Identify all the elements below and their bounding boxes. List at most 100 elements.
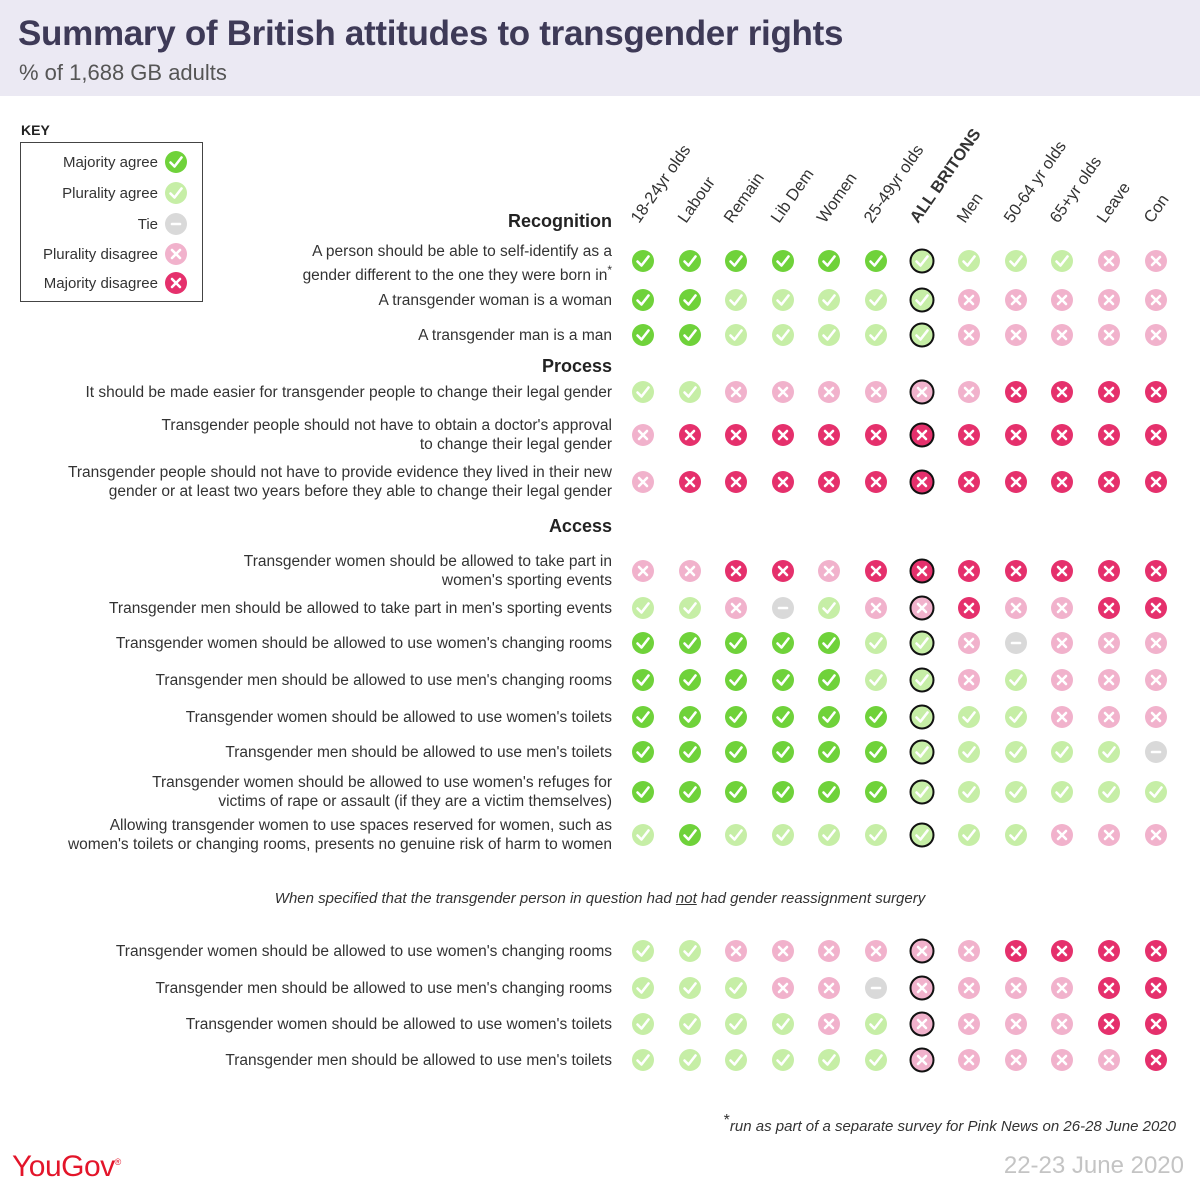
row-label: Transgender women should be allowed to u… [116, 634, 612, 653]
majority-agree-icon [679, 324, 701, 346]
plurality-agree-icon [725, 824, 747, 846]
column-header: Con [1141, 191, 1173, 226]
row-label: A transgender man is a man [418, 326, 612, 345]
logo-registered-mark: ® [114, 1157, 122, 1167]
footnote-mark: * [723, 1112, 730, 1129]
plurality-disagree-icon [1098, 1049, 1120, 1071]
header-banner: Summary of British attitudes to transgen… [0, 0, 1200, 96]
row-label-line: Transgender women should be allowed to u… [152, 774, 612, 791]
majority-agree-icon [165, 151, 187, 173]
legend-label: Plurality agree [62, 184, 158, 202]
majority-disagree-icon [1145, 424, 1167, 446]
row-label-line: A person should be able to self-identify… [312, 243, 612, 260]
plurality-disagree-icon [1005, 289, 1027, 311]
plurality-agree-icon [679, 1013, 701, 1035]
plurality-disagree-icon [958, 324, 980, 346]
legend-item-tie: Tie [138, 212, 188, 236]
row-label: Transgender women should be allowed to u… [152, 773, 612, 811]
majority-agree-icon [679, 289, 701, 311]
plurality-disagree-icon [1098, 632, 1120, 654]
majority-disagree-icon [909, 558, 935, 584]
plurality-disagree-icon [958, 1013, 980, 1035]
plurality-disagree-icon [865, 597, 887, 619]
plurality-agree-icon [909, 704, 935, 730]
section-recognition: Recognition [508, 211, 612, 231]
no-surgery-note: When specified that the transgender pers… [0, 890, 1200, 907]
majority-agree-icon [725, 706, 747, 728]
plurality-agree-icon [632, 824, 654, 846]
plurality-agree-icon [1051, 250, 1073, 272]
row-label-line: victims of rape or assault (if they are … [218, 793, 612, 810]
plurality-disagree-icon [958, 632, 980, 654]
row-label: Allowing transgender women to use spaces… [68, 816, 612, 854]
row-label: Transgender people should not have to pr… [68, 463, 612, 501]
row-label-line: Transgender men should be allowed to use… [225, 743, 612, 761]
plurality-disagree-icon [1051, 706, 1073, 728]
majority-agree-icon [679, 250, 701, 272]
plurality-agree-icon [818, 1049, 840, 1071]
plurality-agree-icon [632, 381, 654, 403]
majority-agree-icon [772, 669, 794, 691]
column-header: Women [814, 170, 861, 227]
majority-agree-icon [725, 250, 747, 272]
plurality-disagree-icon [865, 940, 887, 962]
row-label: Transgender women should be allowed to u… [186, 1015, 612, 1034]
plurality-disagree-icon [632, 560, 654, 582]
majority-disagree-icon [1098, 597, 1120, 619]
majority-agree-icon [725, 741, 747, 763]
plurality-disagree-icon [1051, 289, 1073, 311]
column-header: Leave [1094, 179, 1135, 226]
majority-disagree-icon [772, 424, 794, 446]
majority-disagree-icon [1098, 560, 1120, 582]
majority-agree-icon [865, 741, 887, 763]
row-label: Transgender people should not have to ob… [162, 416, 612, 454]
plurality-agree-icon [958, 741, 980, 763]
plurality-agree-icon [909, 248, 935, 274]
row-label-line: Transgender men should be allowed to use… [155, 671, 612, 689]
plurality-disagree-icon [818, 940, 840, 962]
plurality-agree-icon [865, 1049, 887, 1071]
plurality-disagree-icon [1051, 824, 1073, 846]
column-header: Remain [721, 169, 768, 226]
majority-disagree-icon [725, 560, 747, 582]
logo-text: YouGov [12, 1150, 115, 1183]
plurality-agree-icon [772, 824, 794, 846]
footnote-mark: * [607, 263, 612, 277]
majority-agree-icon [818, 781, 840, 803]
plurality-disagree-icon [1005, 1013, 1027, 1035]
majority-disagree-icon [772, 471, 794, 493]
plurality-agree-icon [1051, 781, 1073, 803]
plurality-agree-icon [818, 597, 840, 619]
row-label-line: gender different to the one they were bo… [302, 263, 612, 285]
chart-subtitle: % of 1,688 GB adults [19, 60, 227, 85]
plurality-agree-icon [958, 250, 980, 272]
plurality-disagree-icon [1145, 324, 1167, 346]
row-label-line: Transgender women should be allowed to t… [243, 553, 612, 570]
plurality-disagree-icon [1051, 669, 1073, 691]
majority-disagree-icon [1145, 471, 1167, 493]
plurality-disagree-icon [909, 938, 935, 964]
row-label: It should be made easier for transgender… [86, 383, 613, 402]
plurality-disagree-icon [865, 381, 887, 403]
plurality-disagree-icon [772, 940, 794, 962]
majority-agree-icon [725, 781, 747, 803]
row-label-line: Transgender men should be allowed to use… [225, 1051, 612, 1069]
plurality-agree-icon [1005, 669, 1027, 691]
majority-disagree-icon [909, 422, 935, 448]
majority-agree-icon [632, 741, 654, 763]
row-label-line: It should be made easier for transgender… [85, 383, 613, 401]
footnote-text: run as part of a separate survey for Pin… [729, 1118, 1176, 1135]
plurality-disagree-icon [632, 424, 654, 446]
plurality-agree-icon [865, 824, 887, 846]
majority-disagree-icon [1145, 1013, 1167, 1035]
plurality-agree-icon [865, 669, 887, 691]
plurality-disagree-icon [165, 243, 187, 265]
row-label-line: gender or at least two years before they… [108, 483, 612, 500]
plurality-disagree-icon [1051, 1049, 1073, 1071]
legend-item-plurality-disagree: Plurality disagree [43, 242, 188, 266]
row-label: Transgender women should be allowed to t… [244, 552, 612, 590]
plurality-agree-icon [772, 289, 794, 311]
plurality-disagree-icon [1098, 669, 1120, 691]
plurality-agree-icon [725, 1049, 747, 1071]
plurality-agree-icon [1005, 824, 1027, 846]
